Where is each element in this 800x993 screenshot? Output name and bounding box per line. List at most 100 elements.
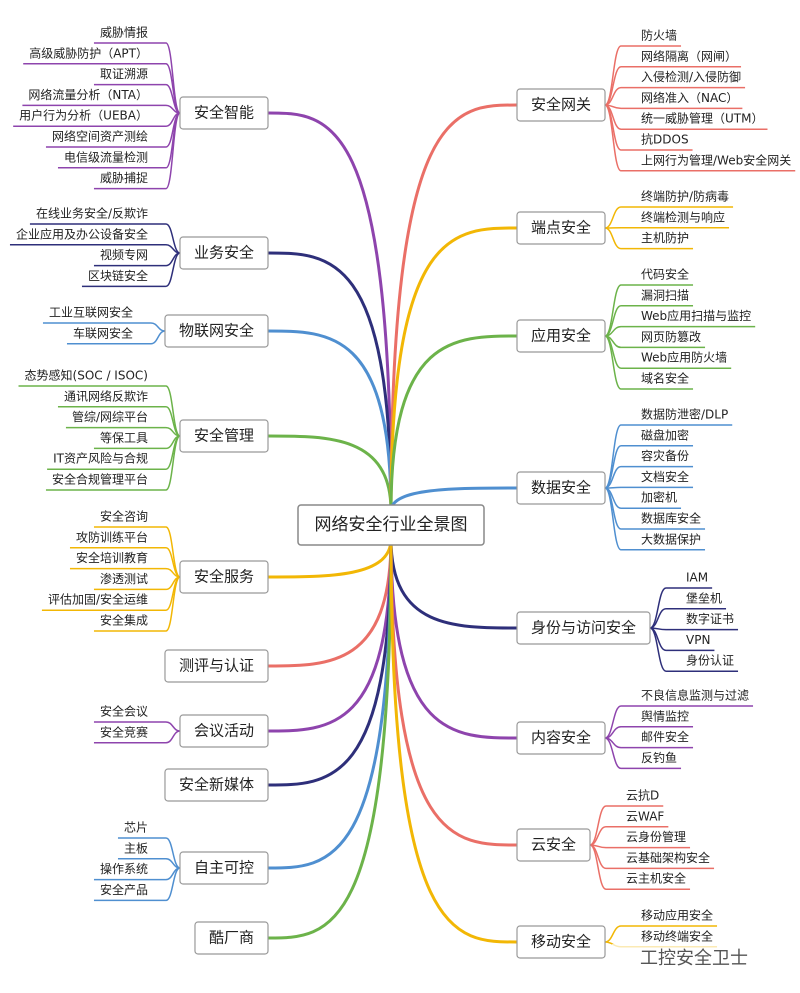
branch-link xyxy=(389,486,518,512)
leaf-label: 攻防训练平台 xyxy=(76,529,148,544)
leaf-label: 高级威胁防护（APT） xyxy=(29,45,148,60)
branch-label: 安全新媒体 xyxy=(179,776,254,794)
branch-box xyxy=(179,419,269,453)
leaf-label: 不良信息监测与过滤 xyxy=(641,688,749,703)
leaf-label: 威胁情报 xyxy=(100,25,148,40)
branch-box xyxy=(179,236,269,270)
branch-label: 安全网关 xyxy=(531,96,591,114)
branch-box xyxy=(516,611,651,645)
branch-box xyxy=(194,921,269,955)
leaf-label: 安全咨询 xyxy=(100,509,148,524)
branch-label: 业务安全 xyxy=(194,244,254,262)
leaf-label: 云主机安全 xyxy=(626,871,686,886)
leaf-label: 统一威胁管理（UTM） xyxy=(641,111,763,126)
leaf-label: 云基础架构安全 xyxy=(626,850,710,865)
branch-link xyxy=(389,538,518,944)
leaf-label: 数字证书 xyxy=(686,611,734,626)
leaf-link xyxy=(589,844,607,890)
branch-link xyxy=(389,103,518,512)
leaf-label: 态势感知(SOC / ISOC) xyxy=(25,368,148,383)
leaf-label: IAM xyxy=(686,571,708,585)
leaf-label: 企业应用及办公设备安全 xyxy=(16,226,148,241)
branch-box xyxy=(179,714,269,748)
leaf-label: 容灾备份 xyxy=(641,448,689,463)
leaf-label: 主板 xyxy=(124,841,148,855)
leaf-label: 终端检测与响应 xyxy=(641,209,725,224)
branch-label: 自主可控 xyxy=(194,859,254,877)
branch-box xyxy=(179,560,269,594)
leaf-label: 工业互联网安全 xyxy=(49,305,133,320)
leaf-label: 终端防护/防病毒 xyxy=(641,189,729,204)
leaf-label: 等保工具 xyxy=(100,431,148,445)
branch-link xyxy=(389,334,518,512)
leaf-label: 操作系统 xyxy=(100,861,148,876)
center-title: 网络安全行业全景图 xyxy=(315,515,468,535)
leaf-link xyxy=(649,627,667,672)
leaf-label: 电信级流量检测 xyxy=(64,149,148,164)
leaf-label: 取证溯源 xyxy=(100,66,148,81)
leaf-label: 车联网安全 xyxy=(73,325,133,340)
leaf-label: 文档安全 xyxy=(641,469,689,484)
links xyxy=(9,42,796,948)
branch-link xyxy=(267,538,393,940)
branch-label: 身份与访问安全 xyxy=(531,619,636,637)
leaf-link xyxy=(165,112,181,190)
leaf-label: 域名安全 xyxy=(641,371,689,386)
leaf-label: 移动应用安全 xyxy=(641,908,713,923)
leaf-label: 抗DDOS xyxy=(641,132,689,147)
leaf-label: 区块链安全 xyxy=(88,268,148,283)
branch-box xyxy=(516,828,591,862)
branch-label: 安全服务 xyxy=(194,568,254,586)
leaf-label: 舆情监控 xyxy=(641,708,689,723)
leaf-label: 在线业务安全/反欺诈 xyxy=(36,206,148,221)
branch-link xyxy=(267,538,393,668)
branch-label: 内容安全 xyxy=(531,729,591,747)
leaf-label: 视频专网 xyxy=(100,247,148,262)
leaf-label: 管综/网综平台 xyxy=(72,409,148,424)
branch-label: 安全智能 xyxy=(194,104,254,122)
leaf-label: 加密机 xyxy=(641,490,677,505)
leaf-link xyxy=(604,487,622,551)
leaf-label: VPN xyxy=(686,633,710,647)
leaf-link xyxy=(150,330,166,345)
leaf-label: 代码安全 xyxy=(641,267,689,282)
branch-label: 会议活动 xyxy=(194,722,254,740)
leaf-link xyxy=(165,435,181,491)
leaf-link xyxy=(604,737,622,770)
leaf-label: 安全竞赛 xyxy=(100,724,148,739)
leaf-label: 威胁捕捉 xyxy=(100,170,148,185)
leaf-link xyxy=(165,576,181,632)
leaf-label: 网络流量分析（NTA） xyxy=(28,87,148,102)
branch-label: 应用安全 xyxy=(531,327,591,345)
leaf-label: 数据库安全 xyxy=(641,511,701,526)
leaf-link xyxy=(165,867,181,902)
leaf-link xyxy=(165,252,181,288)
branch-box xyxy=(179,851,269,885)
watermark: 工控安全卫士 xyxy=(640,948,748,969)
branch-label: 安全管理 xyxy=(194,427,254,445)
leaf-label: 网络准入（NAC） xyxy=(641,90,738,105)
leaf-label: 身份认证 xyxy=(686,653,734,668)
branch-box xyxy=(164,314,269,348)
leaf-label: 安全会议 xyxy=(100,704,148,719)
leaf-link xyxy=(604,227,622,250)
leaf-label: 磁盘加密 xyxy=(641,427,689,442)
branch-label: 移动安全 xyxy=(531,933,591,951)
branch-link xyxy=(389,538,518,630)
leaf-label: 数据防泄密/DLP xyxy=(641,407,728,422)
leaf-label: 云身份管理 xyxy=(626,829,686,844)
branch-link xyxy=(267,251,393,512)
branch-label: 云安全 xyxy=(531,836,576,854)
branch-link xyxy=(267,538,393,579)
branch-link xyxy=(267,329,393,512)
branch-link xyxy=(267,111,393,512)
leaf-label: Web应用防火墙 xyxy=(641,350,727,365)
leaf-label: 安全产品 xyxy=(100,882,148,897)
leaf-label: 安全合规管理平台 xyxy=(52,472,148,487)
branch-link xyxy=(267,434,393,512)
leaf-label: 云抗D xyxy=(626,788,659,803)
branch-box xyxy=(516,88,606,122)
branch-link xyxy=(389,226,518,512)
branch-box xyxy=(516,925,606,959)
